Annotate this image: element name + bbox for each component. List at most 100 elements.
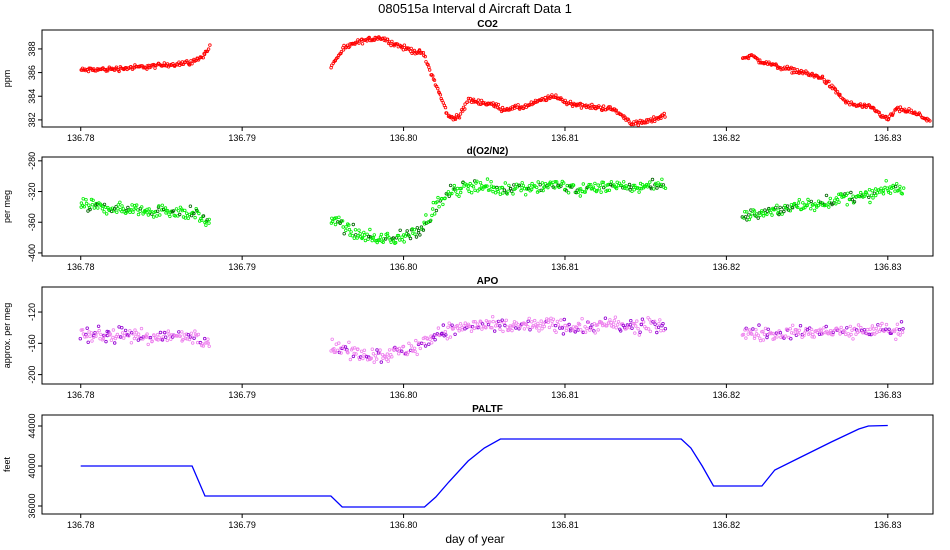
data-point <box>812 208 817 213</box>
data-point <box>118 335 123 339</box>
data-point <box>825 79 830 83</box>
data-point <box>595 188 599 193</box>
data-point <box>512 324 516 328</box>
data-point <box>845 203 849 207</box>
data-point <box>207 221 211 225</box>
data-point <box>136 212 141 217</box>
data-point <box>500 318 504 322</box>
data-point <box>394 240 398 245</box>
x-tick-label: 136.78 <box>67 520 95 530</box>
data-point <box>155 332 160 337</box>
series-apo <box>78 315 905 364</box>
data-point <box>871 331 875 336</box>
data-point <box>865 327 870 332</box>
data-point <box>862 102 867 106</box>
data-point <box>556 323 561 327</box>
data-point <box>616 323 620 327</box>
data-point <box>207 217 211 222</box>
data-point <box>177 330 181 334</box>
data-point <box>158 330 163 335</box>
data-point <box>795 67 800 72</box>
data-point <box>381 240 385 244</box>
data-point <box>339 346 343 350</box>
data-point <box>196 58 201 62</box>
data-point <box>824 193 829 198</box>
data-point <box>655 186 659 190</box>
series-paltf <box>80 424 888 508</box>
data-point <box>359 349 364 353</box>
data-point <box>460 328 464 332</box>
data-point <box>87 206 92 210</box>
data-point <box>788 327 792 331</box>
data-point <box>195 340 200 345</box>
data-point <box>898 184 902 189</box>
data-point <box>423 344 428 348</box>
data-point <box>438 93 443 97</box>
data-point <box>204 223 208 227</box>
data-point <box>637 190 641 194</box>
data-point <box>401 344 406 349</box>
data-point <box>178 334 182 338</box>
data-point <box>525 187 529 191</box>
data-point <box>867 195 871 199</box>
data-point <box>199 55 204 59</box>
data-point <box>822 78 826 82</box>
data-point <box>539 188 543 192</box>
data-point <box>809 327 814 332</box>
data-point <box>201 214 206 218</box>
data-point <box>180 330 184 334</box>
data-point <box>93 331 97 335</box>
data-point <box>590 326 594 331</box>
data-point <box>624 327 628 331</box>
data-point <box>333 216 337 220</box>
data-point <box>339 351 343 355</box>
data-point <box>433 338 437 342</box>
data-point <box>330 337 334 341</box>
series-line <box>80 424 888 508</box>
data-point <box>501 329 505 334</box>
data-point <box>131 210 135 214</box>
y-axis-title: approx. per meg <box>2 303 12 369</box>
data-point <box>752 336 757 340</box>
data-point <box>407 341 411 345</box>
data-point <box>589 182 593 187</box>
data-point <box>571 183 576 187</box>
data-point <box>445 337 449 341</box>
data-point <box>512 106 517 110</box>
data-point <box>138 209 142 213</box>
data-point <box>521 184 526 188</box>
data-point <box>848 197 852 201</box>
data-point <box>111 328 116 332</box>
data-point <box>530 320 534 324</box>
data-point <box>458 112 463 116</box>
data-point <box>577 322 582 327</box>
data-point <box>785 204 790 208</box>
data-point <box>131 66 135 70</box>
data-point <box>598 183 603 187</box>
data-point <box>369 356 374 360</box>
data-point <box>471 320 476 324</box>
data-point <box>886 117 891 121</box>
data-point <box>444 333 448 337</box>
data-point <box>848 324 852 329</box>
data-point <box>88 207 92 212</box>
data-point <box>150 339 154 343</box>
data-point <box>560 326 565 330</box>
data-point <box>435 332 439 336</box>
data-point <box>484 326 488 330</box>
data-point <box>792 331 796 335</box>
data-point <box>415 226 419 230</box>
data-point <box>858 102 863 106</box>
data-point <box>741 332 746 337</box>
data-point <box>631 183 635 188</box>
data-point <box>130 203 134 207</box>
data-point <box>659 116 663 120</box>
data-point <box>207 344 211 348</box>
data-point <box>864 190 869 195</box>
data-point <box>613 315 618 319</box>
x-tick-label: 136.80 <box>390 520 418 530</box>
x-tick-label: 136.78 <box>67 133 95 143</box>
data-point <box>437 204 441 209</box>
data-point <box>754 328 758 332</box>
data-point <box>609 320 613 325</box>
